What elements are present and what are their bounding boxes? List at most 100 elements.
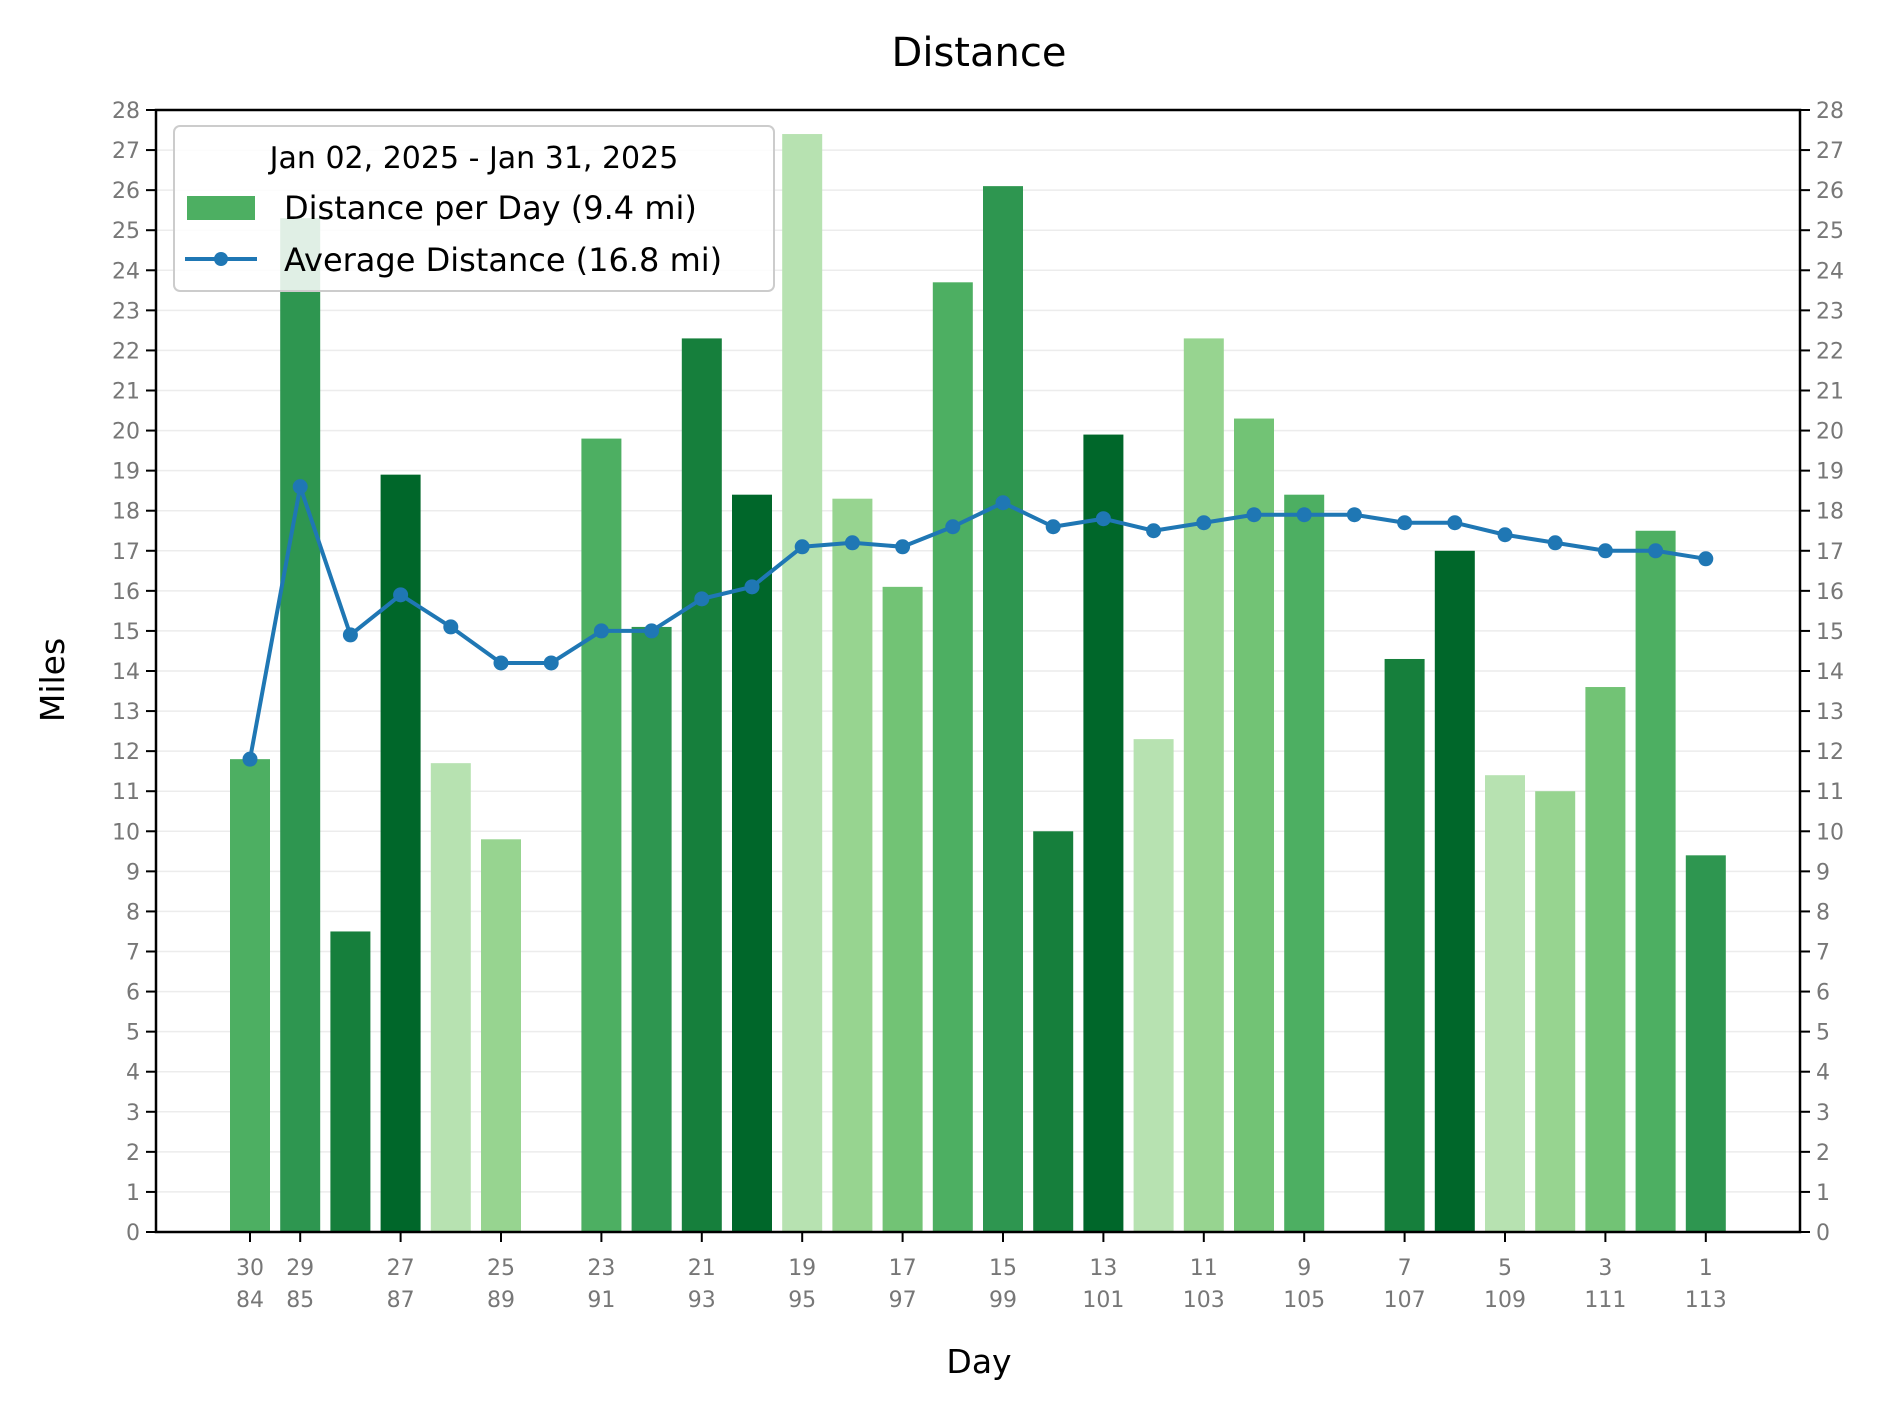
y-tick-label-left: 20 [112, 420, 140, 445]
average-point-day-19 [795, 539, 810, 554]
bar-day-23 [581, 439, 621, 1232]
y-tick-label-right: 18 [1816, 500, 1844, 525]
y-tick-label-left: 8 [126, 900, 140, 925]
y-tick-label-left: 13 [112, 700, 140, 725]
x-tick-label-day: 23 [587, 1256, 615, 1281]
x-tick-label-index: 103 [1183, 1288, 1225, 1313]
x-tick-label-day: 29 [286, 1256, 314, 1281]
average-point-day-2 [1648, 543, 1663, 558]
y-tick-label-right: 28 [1816, 99, 1844, 124]
average-point-day-25 [494, 655, 509, 670]
legend: Jan 02, 2025 - Jan 31, 2025 Distance per… [174, 126, 774, 291]
y-tick-label-left: 16 [112, 580, 140, 605]
x-tick-label-index: 101 [1082, 1288, 1124, 1313]
y-tick-label-left: 25 [112, 219, 140, 244]
y-tick-label-left: 14 [112, 660, 140, 685]
y-tick-label-left: 6 [126, 981, 140, 1006]
y-tick-label-left: 12 [112, 740, 140, 765]
average-point-day-14 [1046, 519, 1061, 534]
x-tick-label-index: 109 [1484, 1288, 1526, 1313]
y-tick-label-left: 1 [126, 1181, 140, 1206]
average-point-day-15 [996, 495, 1011, 510]
average-point-day-29 [293, 479, 308, 494]
bar-day-30 [230, 759, 270, 1232]
average-point-day-24 [544, 655, 559, 670]
legend-line-label: Average Distance (16.8 mi) [284, 241, 722, 279]
y-tick-label-right: 4 [1816, 1061, 1830, 1086]
average-point-day-12 [1146, 523, 1161, 538]
bar-day-25 [481, 839, 521, 1232]
average-point-day-5 [1498, 527, 1513, 542]
y-tick-label-left: 19 [112, 460, 140, 485]
bar-day-16 [933, 282, 973, 1232]
bars [230, 134, 1726, 1232]
average-point-day-3 [1598, 543, 1613, 558]
chart-title: Distance [892, 30, 1067, 76]
y-tick-label-right: 26 [1816, 179, 1844, 204]
average-point-day-18 [845, 535, 860, 550]
y-tick-label-right: 13 [1816, 700, 1844, 725]
average-point-day-11 [1196, 515, 1211, 530]
y-tick-label-right: 1 [1816, 1181, 1830, 1206]
bar-day-19 [782, 134, 822, 1232]
x-tick-label-day: 5 [1498, 1256, 1512, 1281]
bar-day-1 [1686, 855, 1726, 1232]
bar-day-17 [883, 587, 923, 1232]
legend-bar-label: Distance per Day (9.4 mi) [284, 189, 697, 227]
y-tick-label-right: 7 [1816, 941, 1830, 966]
bar-day-2 [1636, 531, 1676, 1232]
y-tick-label-left: 21 [112, 380, 140, 405]
y-tick-label-right: 3 [1816, 1101, 1830, 1126]
y-tick-label-left: 26 [112, 179, 140, 204]
x-tick-label-index: 89 [487, 1288, 515, 1313]
bar-day-11 [1184, 338, 1224, 1232]
y-tick-label-right: 21 [1816, 380, 1844, 405]
bar-day-26 [431, 763, 471, 1232]
y-tick-label-left: 17 [112, 540, 140, 565]
bar-day-29 [280, 218, 320, 1232]
y-tick-label-left: 27 [112, 139, 140, 164]
y-tick-label-left: 22 [112, 339, 140, 364]
bar-day-20 [732, 495, 772, 1232]
x-ticks: 3084298527872589239121931995179715991310… [236, 1232, 1727, 1313]
bar-day-9 [1284, 495, 1324, 1232]
bar-day-12 [1134, 739, 1174, 1232]
x-tick-label-day: 7 [1398, 1256, 1412, 1281]
y-tick-label-right: 2 [1816, 1141, 1830, 1166]
x-tick-label-index: 99 [989, 1288, 1017, 1313]
average-point-day-26 [443, 619, 458, 634]
average-point-day-27 [393, 587, 408, 602]
bar-day-10 [1234, 419, 1274, 1232]
bar-day-14 [1033, 831, 1073, 1232]
x-tick-label-day: 1 [1699, 1256, 1713, 1281]
bar-day-22 [632, 627, 672, 1232]
y-tick-label-right: 14 [1816, 660, 1844, 685]
y-tick-label-left: 3 [126, 1101, 140, 1126]
average-point-day-21 [694, 591, 709, 606]
y-tick-label-right: 20 [1816, 420, 1844, 445]
average-line [243, 479, 1714, 766]
x-tick-label-day: 19 [788, 1256, 816, 1281]
average-point-day-13 [1096, 511, 1111, 526]
y-tick-label-left: 7 [126, 941, 140, 966]
x-tick-label-index: 91 [587, 1288, 615, 1313]
y-tick-label-right: 9 [1816, 860, 1830, 885]
x-tick-label-day: 21 [688, 1256, 716, 1281]
bar-day-3 [1585, 687, 1625, 1232]
average-point-day-16 [945, 519, 960, 534]
y-tick-label-left: 28 [112, 99, 140, 124]
average-point-day-22 [644, 623, 659, 638]
x-tick-label-index: 87 [387, 1288, 415, 1313]
y-tick-label-right: 24 [1816, 259, 1844, 284]
x-axis-label: Day [946, 1342, 1011, 1381]
average-point-day-28 [343, 627, 358, 642]
y-tick-label-left: 0 [126, 1221, 140, 1246]
legend-line-marker [214, 252, 228, 266]
x-tick-label-day: 17 [889, 1256, 917, 1281]
average-point-day-17 [895, 539, 910, 554]
x-tick-label-index: 93 [688, 1288, 716, 1313]
x-tick-label-index: 107 [1384, 1288, 1426, 1313]
bar-day-5 [1485, 775, 1525, 1232]
x-tick-label-day: 30 [236, 1256, 264, 1281]
x-tick-label-day: 9 [1297, 1256, 1311, 1281]
